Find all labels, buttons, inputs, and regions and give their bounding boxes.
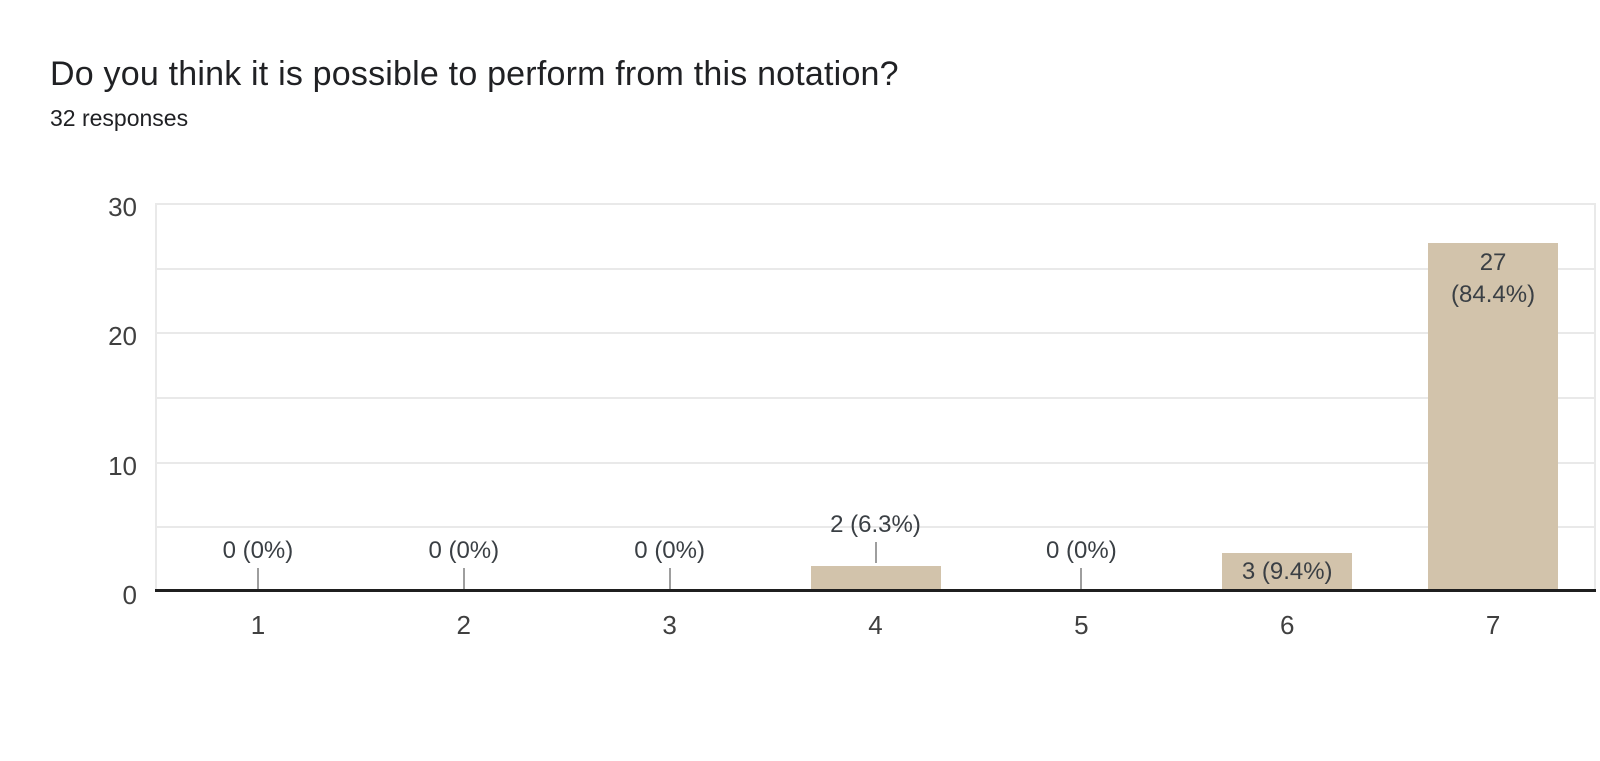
plot-left-edge xyxy=(155,204,157,592)
leader-line xyxy=(874,542,877,564)
bar-value-label: 0 (0%) xyxy=(1046,537,1117,564)
gridline xyxy=(155,332,1596,335)
x-tick-label: 2 xyxy=(456,610,472,640)
leader-line xyxy=(256,568,259,589)
x-tick-label: 7 xyxy=(1485,610,1501,640)
gridline xyxy=(155,461,1596,464)
bar-value-label: 0 (0%) xyxy=(634,537,705,564)
x-axis-baseline xyxy=(155,589,1596,592)
bar-value-label: 0 (0%) xyxy=(222,537,294,564)
bar-value-label: 3 (9.4%) xyxy=(1241,558,1333,585)
leader-line xyxy=(668,568,671,589)
bar[interactable] xyxy=(1222,553,1353,592)
gridline xyxy=(155,526,1596,529)
y-tick-label: 0 xyxy=(122,580,137,610)
bar-value-label: 2 (6.3%) xyxy=(830,511,921,539)
gridline xyxy=(155,267,1596,270)
gridline xyxy=(155,203,1596,205)
plot-right-edge xyxy=(1594,204,1596,592)
chart-title: Do you think it is possible to perform f… xyxy=(50,55,899,93)
leader-line xyxy=(462,568,465,589)
bar-value-label: 0 (0%) xyxy=(428,537,500,564)
bar[interactable] xyxy=(1428,242,1559,592)
x-tick-label: 1 xyxy=(250,610,266,640)
bar[interactable] xyxy=(810,566,941,592)
bar-value-label: 27 (84.4%) xyxy=(1451,248,1536,308)
y-tick-label: 30 xyxy=(108,192,137,222)
bar-chart-plot-area: 0 10 20 30 0 (0%) 1 0 (0%) 2 0 (0%) 3 2 (6.3%) 4 0 (… xyxy=(108,192,1596,640)
x-tick-label: 6 xyxy=(1279,610,1295,640)
x-tick-label: 3 xyxy=(662,610,677,640)
response-count: 32 responses xyxy=(50,105,189,131)
x-tick-label: 4 xyxy=(868,610,883,640)
x-tick-label: 5 xyxy=(1074,610,1089,640)
y-tick-label: 20 xyxy=(108,321,137,352)
leader-line xyxy=(1080,568,1083,589)
y-tick-label: 10 xyxy=(108,450,137,481)
gridline xyxy=(155,397,1596,399)
